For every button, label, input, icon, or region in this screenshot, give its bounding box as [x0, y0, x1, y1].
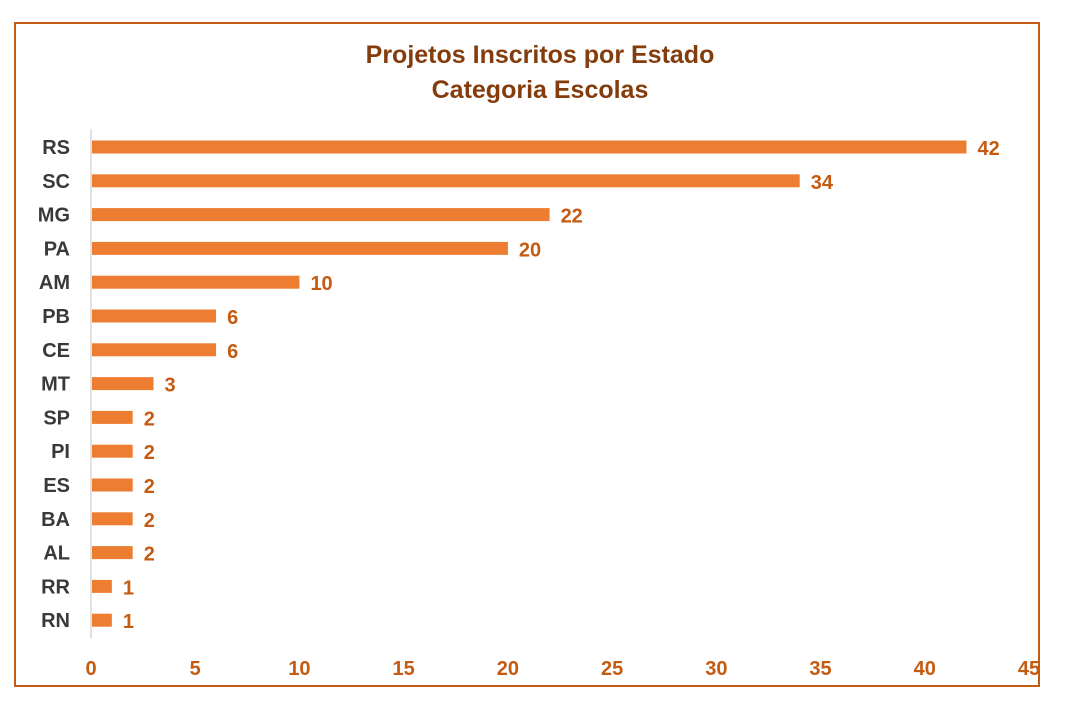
category-label: AM [39, 272, 70, 294]
data-label: 2 [144, 510, 155, 532]
x-tick-label: 15 [393, 658, 415, 680]
x-tick-label: 5 [190, 658, 201, 680]
category-label: RN [41, 610, 70, 632]
category-label: CE [42, 340, 70, 362]
bar [92, 140, 967, 154]
category-label: PA [44, 238, 70, 260]
bar [92, 546, 133, 560]
x-tick-label: 25 [601, 658, 623, 680]
bar [92, 579, 112, 593]
x-tick-label: 45 [1018, 658, 1040, 680]
data-label: 6 [227, 307, 238, 329]
bar [92, 275, 300, 289]
data-label: 42 [977, 138, 999, 160]
data-label: 2 [144, 442, 155, 464]
bar [92, 241, 508, 255]
bar [92, 343, 217, 357]
data-label: 6 [227, 341, 238, 363]
category-label: RS [42, 137, 70, 159]
category-label: RR [41, 576, 70, 598]
category-label: PB [42, 306, 70, 328]
category-label: MT [41, 374, 70, 396]
chart-subtitle: Categoria Escolas [431, 76, 649, 104]
data-label: 20 [519, 239, 541, 261]
category-label: AL [43, 543, 70, 565]
x-tick-label: 35 [809, 658, 831, 680]
x-tick-label: 20 [497, 658, 519, 680]
bar [92, 208, 550, 222]
bar [92, 613, 112, 627]
chart-title: Projetos Inscritos por Estado [365, 41, 715, 69]
category-label: MG [38, 205, 70, 227]
data-label: 2 [144, 476, 155, 498]
data-label: 1 [123, 611, 134, 633]
bar [92, 444, 133, 458]
category-label: SP [43, 407, 70, 429]
x-tick-label: 0 [85, 658, 96, 680]
x-tick-label: 40 [914, 658, 936, 680]
category-label: SC [42, 171, 70, 193]
data-label: 34 [811, 172, 834, 194]
bar [92, 377, 154, 391]
category-label: PI [51, 441, 70, 463]
bar [92, 174, 800, 188]
data-label: 2 [144, 544, 155, 566]
bar [92, 410, 133, 424]
data-label: 2 [144, 408, 155, 430]
category-label: ES [43, 475, 70, 497]
data-label: 3 [165, 375, 176, 397]
bar [92, 309, 217, 323]
x-tick-label: 30 [705, 658, 727, 680]
x-tick-label: 10 [288, 658, 310, 680]
data-label: 22 [561, 206, 583, 228]
data-label: 1 [123, 577, 134, 599]
bars-layer [92, 140, 967, 627]
category-label: BA [41, 509, 70, 531]
data-label: 10 [310, 273, 332, 295]
bar [92, 478, 133, 492]
axis-layer: 0 5 10 15 20 25 30 35 40 45 [85, 129, 1040, 680]
bar [92, 512, 133, 526]
